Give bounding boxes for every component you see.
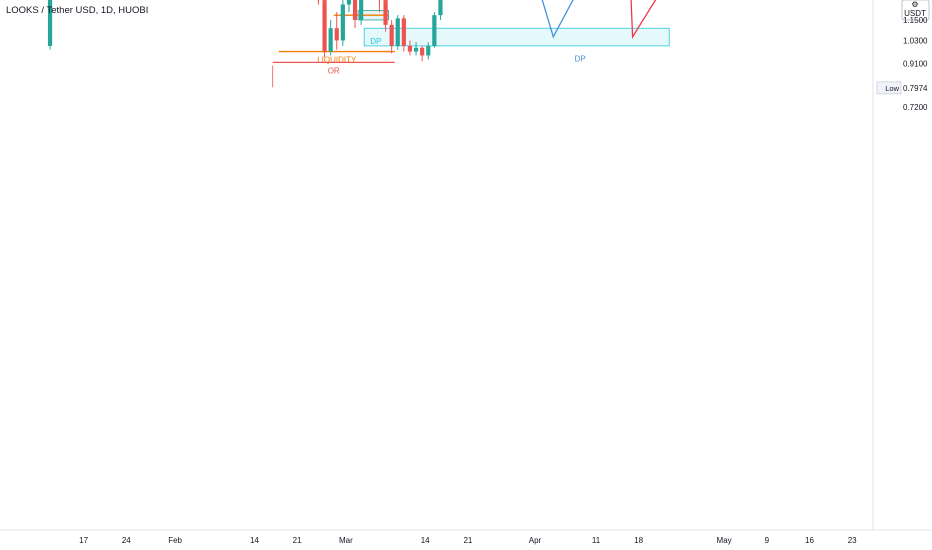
candle-body (407, 45, 413, 52)
candles-layer (47, 0, 443, 62)
price-axis[interactable]: ⚙ USDT 9.00008.00006.00005.00004.40003.8… (872, 0, 932, 530)
candle-body (426, 45, 431, 56)
candle (426, 42, 431, 60)
x-tick-label: 11 (592, 536, 601, 545)
x-tick-label: Mar (339, 536, 353, 545)
annotations-layer: PLFLFLQMLFLDP (575, 54, 586, 63)
candle (340, 0, 345, 46)
candle (352, 0, 358, 29)
symbol-title: LOOKS / Tether USD, 1D, HUOBI (6, 5, 148, 16)
y-tick-label: 0.7200 (903, 103, 928, 112)
candle-body (383, 0, 388, 25)
candle (316, 0, 321, 5)
y-tick-label: 0.9100 (903, 59, 928, 68)
candle (346, 0, 352, 13)
candle-body (432, 15, 437, 46)
candle (401, 15, 406, 52)
x-tick-label: Apr (529, 536, 542, 545)
candle-body (340, 4, 345, 41)
currency-label: USDT (904, 9, 926, 18)
zone-6 (363, 27, 670, 47)
zone-label-6: DP (370, 37, 381, 46)
currency-gear-icon: ⚙ (911, 0, 918, 9)
candle (389, 19, 394, 54)
time-axis[interactable]: 17 24 Feb 14 21 Mar 14 21 Apr 11 18 May 9 16 23 (0, 529, 932, 550)
candle (413, 42, 419, 56)
candle (47, 0, 53, 50)
candle-body (346, 0, 352, 5)
candle-body (47, 0, 53, 46)
level-label-5: OR (328, 66, 340, 75)
candle-body (352, 0, 358, 20)
x-tick-label: 14 (250, 536, 259, 545)
candle (383, 0, 388, 32)
x-tick-label: 24 (122, 536, 131, 545)
x-tick-label: 17 (79, 536, 88, 545)
candle (395, 15, 400, 50)
candle-body (359, 0, 364, 20)
candle-body (322, 0, 327, 52)
candle (432, 12, 437, 48)
low-label-tag (876, 81, 902, 95)
x-tick-label: 16 (805, 536, 814, 545)
candle (438, 0, 443, 20)
candle-body (413, 47, 419, 52)
candle (322, 0, 327, 58)
candle (359, 0, 364, 25)
x-tick-label: May (717, 536, 732, 545)
candle-body (420, 47, 425, 56)
level-label-3: LIQUIDITY (317, 56, 357, 65)
candle (420, 45, 425, 62)
candle (328, 19, 333, 56)
low-label: Low 0.7974 (876, 81, 928, 95)
candle-body (334, 28, 339, 41)
x-tick-label: 14 (421, 536, 430, 545)
candle-body (395, 18, 400, 46)
low-label-value: 0.7974 (903, 84, 928, 93)
candle (334, 12, 339, 50)
x-tick-label: 21 (293, 536, 302, 545)
low-label-name: Low (885, 84, 899, 93)
candle (407, 40, 413, 56)
price-labels-layer: High7.0839Avg2.6322Low0.7974Ask2.2379Bid… (876, 81, 928, 95)
x-tick-label: 18 (634, 536, 643, 545)
annotation-label: DP (575, 54, 586, 63)
candle-body (328, 28, 333, 52)
y-tick-label: 1.0300 (903, 36, 928, 45)
x-tick-label: 9 (765, 536, 770, 545)
x-tick-label: 23 (848, 536, 857, 545)
candle-body (389, 24, 394, 46)
x-tick-label: Feb (168, 536, 182, 545)
y-tick-label: 1.1500 (903, 16, 928, 25)
candle-body (401, 18, 406, 46)
x-tick-label: 21 (463, 536, 472, 545)
candle-body (438, 0, 443, 16)
candle (377, 0, 382, 13)
